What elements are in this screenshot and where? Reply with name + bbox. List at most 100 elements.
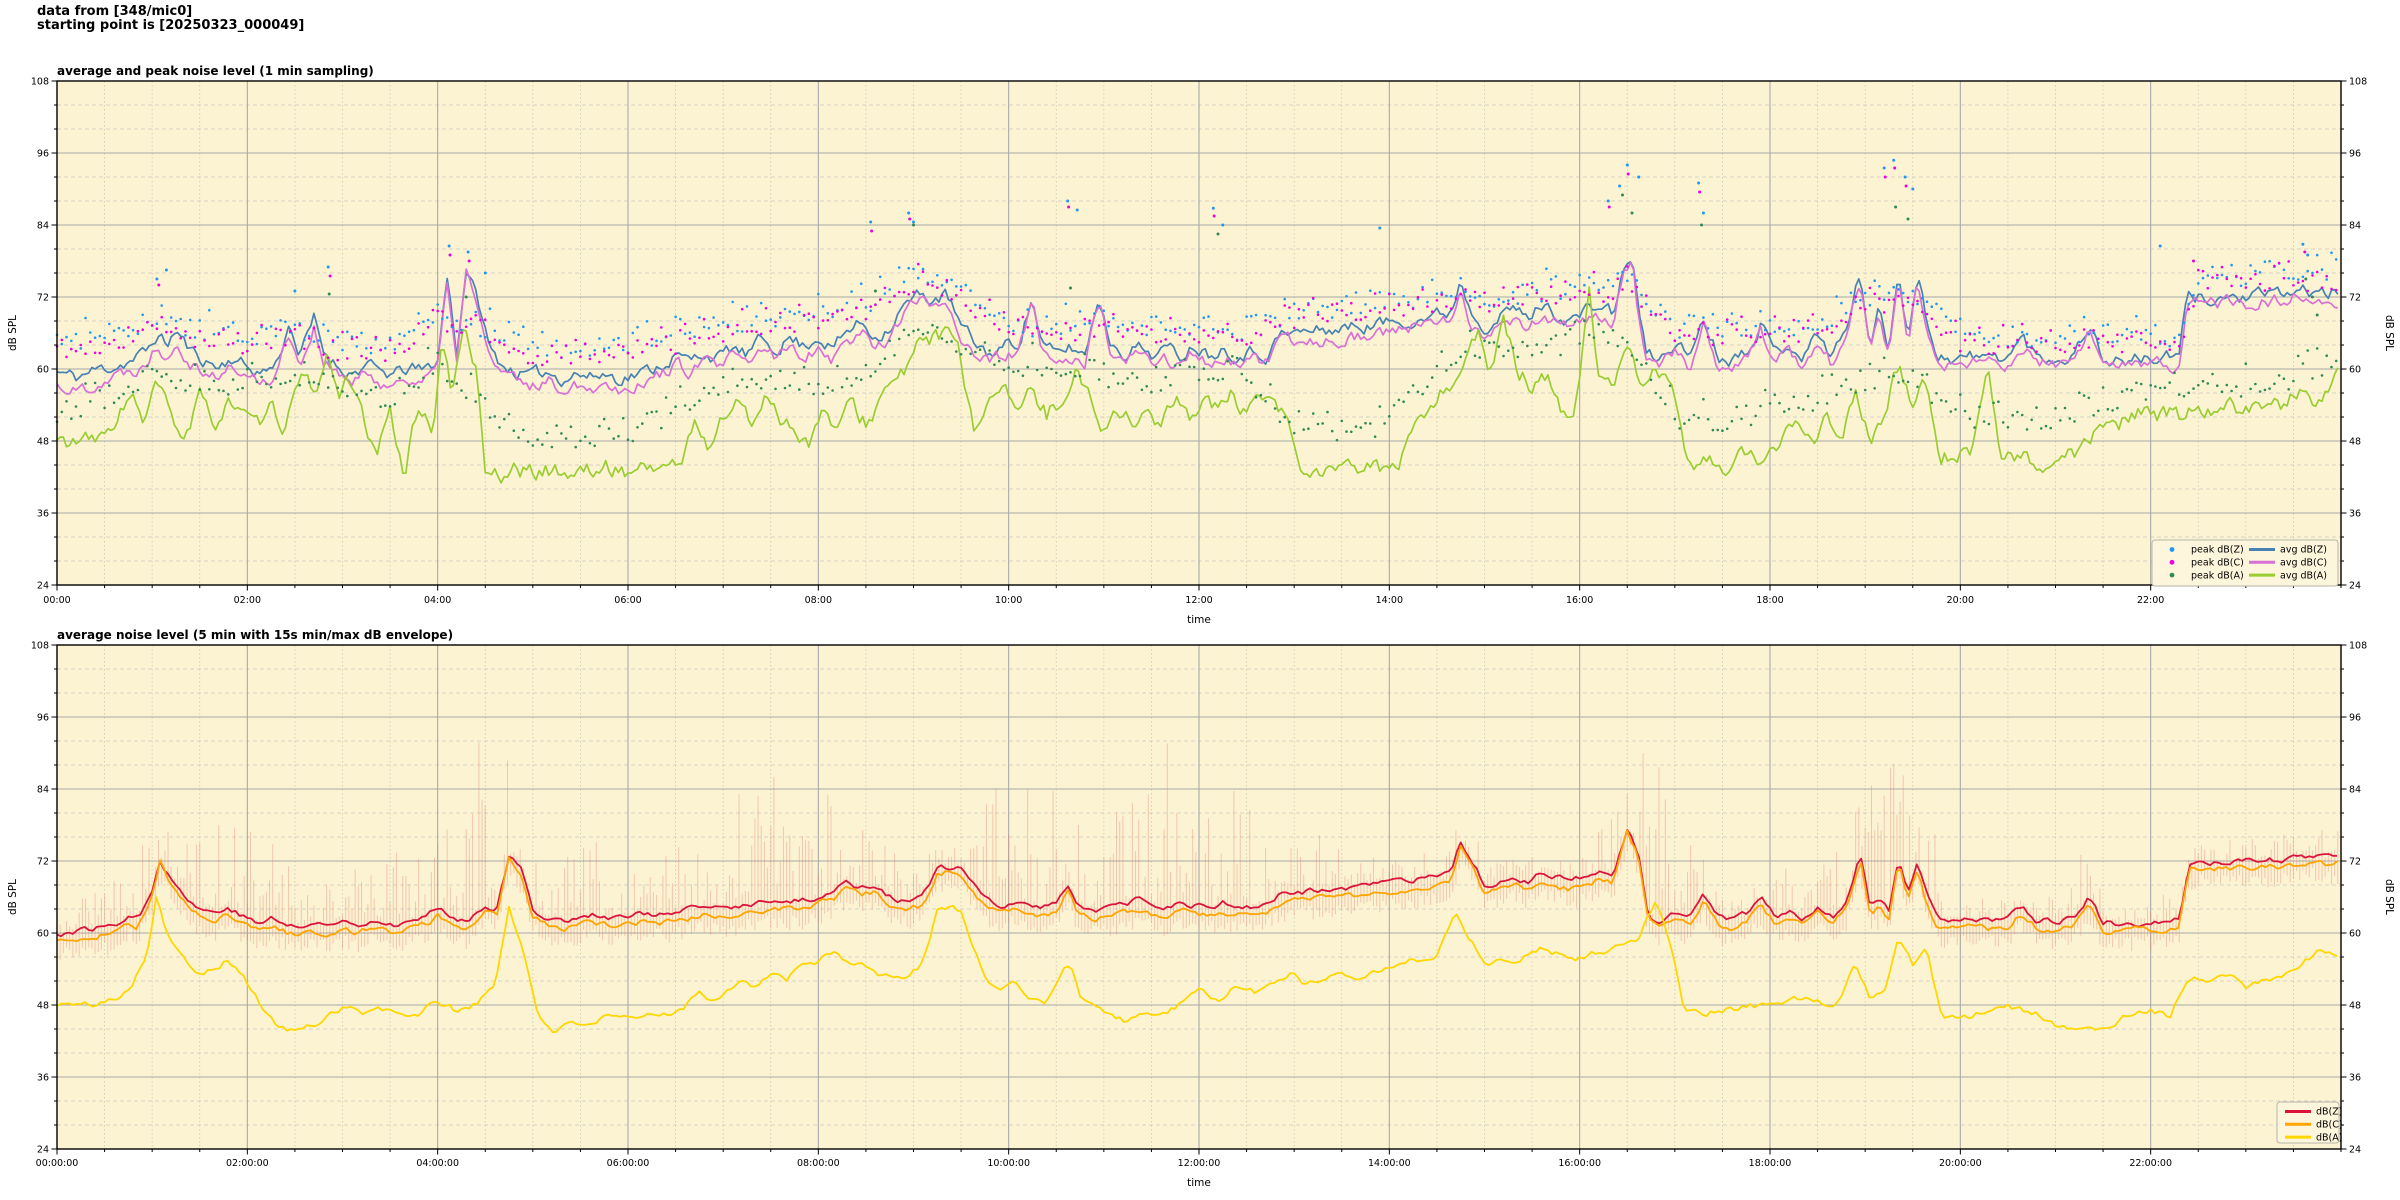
peak-dot <box>1202 316 1206 320</box>
peak-dot <box>1359 426 1363 429</box>
peak-dot <box>1811 328 1815 331</box>
peak-dot <box>1150 315 1153 319</box>
peak-dot <box>103 406 106 410</box>
peak-dot <box>1530 286 1534 289</box>
peak-dot <box>331 339 335 342</box>
peak-dot <box>1240 372 1244 376</box>
peak-dot <box>2030 418 2033 422</box>
peak-dot <box>1488 310 1491 313</box>
peak-dot <box>1212 377 1215 380</box>
peak-outlier-dot <box>1882 166 1886 170</box>
peak-dot <box>978 306 982 310</box>
peak-dot <box>526 440 530 443</box>
peak-dot <box>1069 371 1072 374</box>
peak-outlier-dot <box>1698 190 1702 194</box>
peak-dot <box>445 379 449 383</box>
peak-dot <box>312 326 316 330</box>
legend-marker-dot <box>2169 547 2175 552</box>
peak-outlier-dot <box>1221 223 1225 227</box>
peak-dot <box>1216 378 1220 382</box>
peak-dot <box>2059 419 2062 422</box>
peak-dot <box>1592 336 1596 339</box>
peak-dot <box>1378 291 1382 294</box>
peak-dot <box>1949 410 1953 413</box>
peak-dot <box>1863 388 1867 392</box>
peak-dot <box>1697 327 1700 331</box>
peak-dot <box>2230 389 2233 393</box>
peak-dot <box>369 346 373 350</box>
peak-dot <box>2220 273 2224 277</box>
peak-dot <box>150 367 154 371</box>
peak-dot <box>1973 332 1976 336</box>
peak-dot <box>612 437 615 440</box>
peak-dot <box>1840 384 1843 388</box>
peak-dot <box>1369 422 1372 425</box>
peak-dot <box>769 374 772 378</box>
peak-dot <box>2273 264 2276 268</box>
peak-dot <box>783 307 787 311</box>
peak-dot <box>222 389 225 393</box>
peak-dot <box>1659 303 1662 307</box>
peak-dot <box>959 353 963 356</box>
x-tick-label: 06:00:00 <box>607 1158 650 1169</box>
peak-dot <box>593 353 596 356</box>
peak-dot <box>2149 332 2152 336</box>
peak-dot <box>241 340 244 343</box>
peak-dot <box>997 359 1001 363</box>
peak-dot <box>174 319 178 323</box>
peak-dot <box>2330 287 2333 291</box>
peak-dot <box>1392 308 1396 312</box>
peak-dot <box>122 346 125 349</box>
peak-dot <box>1221 328 1225 331</box>
peak-dot <box>2120 333 2124 337</box>
peak-dot <box>1468 299 1472 302</box>
peak-outlier-dot <box>2192 259 2195 263</box>
peak-dot <box>479 393 482 397</box>
peak-dot <box>360 354 363 358</box>
peak-dot <box>1402 295 1405 298</box>
peak-dot <box>1207 315 1210 318</box>
peak-dot <box>2054 341 2057 345</box>
peak-dot <box>2282 377 2286 381</box>
peak-dot <box>2025 332 2029 336</box>
peak-dot <box>2306 349 2309 352</box>
peak-dot <box>1844 311 1848 315</box>
peak-dot <box>2315 253 2319 257</box>
peak-dot <box>2220 390 2224 394</box>
peak-dot <box>517 436 520 439</box>
peak-dot <box>1435 299 1439 302</box>
peak-dot <box>1725 318 1729 321</box>
peak-dot <box>89 340 92 344</box>
peak-dot <box>1226 322 1229 326</box>
y-tick-label-left: 60 <box>37 365 49 376</box>
peak-dot <box>1178 333 1182 337</box>
peak-dot <box>1901 304 1905 307</box>
peak-dot <box>422 320 425 324</box>
peak-dot <box>1302 428 1305 431</box>
peak-dot <box>2154 385 2157 388</box>
peak-dot <box>1897 294 1900 298</box>
legend-label: dB(A) <box>2316 1132 2342 1143</box>
peak-outlier-dot <box>912 220 915 224</box>
peak-dot <box>1192 323 1196 327</box>
peak-dot <box>2315 347 2319 350</box>
peak-dot <box>346 330 349 334</box>
peak-dot <box>2249 387 2252 391</box>
y-tick-label-left: 36 <box>37 509 49 520</box>
peak-dot <box>579 349 582 353</box>
peak-dot <box>1326 305 1329 309</box>
peak-dot <box>755 382 758 386</box>
peak-dot <box>217 388 221 392</box>
peak-dot <box>712 335 715 339</box>
peak-dot <box>1692 413 1696 417</box>
peak-dot <box>1511 297 1515 300</box>
peak-outlier-dot <box>2304 277 2308 281</box>
peak-dot <box>978 304 982 307</box>
peak-dot <box>198 329 202 333</box>
peak-outlier-dot <box>1894 205 1898 209</box>
peak-dot <box>341 390 344 393</box>
peak-dot <box>393 348 397 351</box>
peak-dot <box>826 312 830 315</box>
peak-dot <box>1002 311 1006 314</box>
peak-dot <box>2201 379 2205 383</box>
